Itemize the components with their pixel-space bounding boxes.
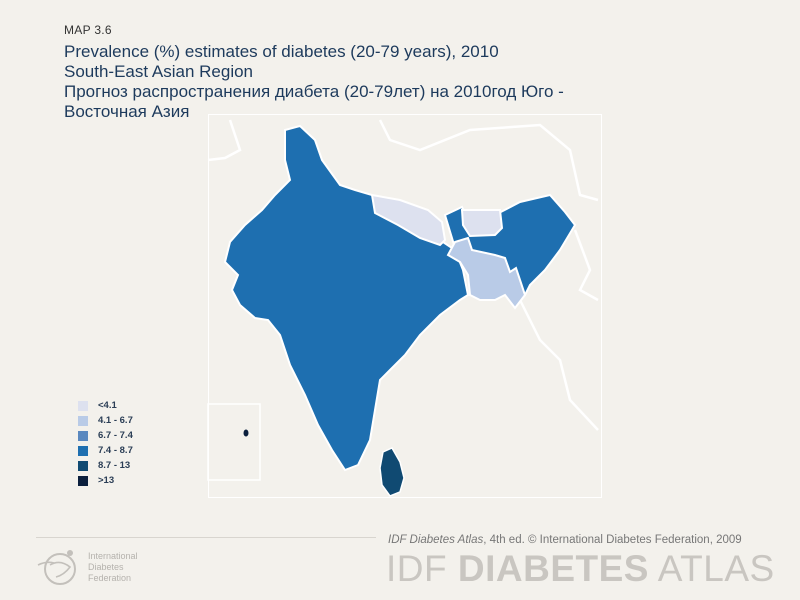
credit-text: , 4th ed. © International Diabetes Feder… <box>483 534 742 546</box>
india-region <box>223 124 470 472</box>
idf-globe-logo-icon <box>37 550 76 585</box>
legend-item: <4.1 <box>78 398 133 413</box>
map-title: Prevalence (%) estimates of diabetes (20… <box>64 42 764 122</box>
thailand-border <box>518 299 599 431</box>
maldives-inset <box>207 403 261 481</box>
title-line-4: Восточная Азия <box>64 102 190 121</box>
title-line-2: South-East Asian Region <box>64 62 254 81</box>
bangladesh-region <box>446 236 527 310</box>
legend-item: 7.4 - 8.7 <box>78 443 133 458</box>
legend-label: >13 <box>98 475 115 486</box>
pakistan-border <box>207 119 242 162</box>
brand-wordmark: IDF DIABETES ATLAS <box>386 548 775 590</box>
brand-atlas: ATLAS <box>648 548 775 589</box>
credit-atlas-name: IDF Diabetes Atlas <box>388 534 484 546</box>
legend-item: 8.7 - 13 <box>78 458 133 473</box>
china-border <box>378 119 599 202</box>
footer-divider <box>36 537 376 538</box>
srilanka-region <box>379 447 405 497</box>
title-line-1: Prevalence (%) estimates of diabetes (20… <box>64 42 499 61</box>
legend-swatch <box>78 415 88 426</box>
bhutan-region <box>460 209 504 238</box>
legend-label: 7.4 - 8.7 <box>98 445 133 456</box>
nepal-region <box>370 193 447 247</box>
legend-swatch <box>78 430 88 441</box>
legend-swatch <box>78 460 88 471</box>
legend-label: <4.1 <box>98 400 117 411</box>
org-line: International <box>88 551 138 561</box>
legend-item: 6.7 - 7.4 <box>78 428 133 443</box>
org-line: Diabetes <box>88 562 124 572</box>
legend-label: 8.7 - 13 <box>98 460 131 471</box>
maldives-region <box>243 429 249 437</box>
org-line: Federation <box>88 573 132 583</box>
myanmar-border <box>573 229 599 302</box>
map-frame <box>208 114 602 498</box>
legend-label: 4.1 - 6.7 <box>98 415 133 426</box>
legend-swatch <box>78 400 88 411</box>
legend-swatch <box>78 445 88 456</box>
idf-organisation-name: International Diabetes Federation <box>88 551 138 584</box>
legend: <4.1 4.1 - 6.7 6.7 - 7.4 7.4 - 8.7 8.7 -… <box>78 398 133 488</box>
brand-diabetes: DIABETES <box>457 548 649 589</box>
map-number: MAP 3.6 <box>64 23 112 37</box>
copyright-credit: IDF Diabetes Atlas, 4th ed. © Internatio… <box>388 534 742 546</box>
legend-item: >13 <box>78 473 133 488</box>
title-line-3: Прогноз распространения диабета (20-79ле… <box>64 82 564 101</box>
brand-idf: IDF <box>386 548 458 589</box>
legend-swatch <box>78 475 88 486</box>
legend-item: 4.1 - 6.7 <box>78 413 133 428</box>
legend-label: 6.7 - 7.4 <box>98 430 133 441</box>
